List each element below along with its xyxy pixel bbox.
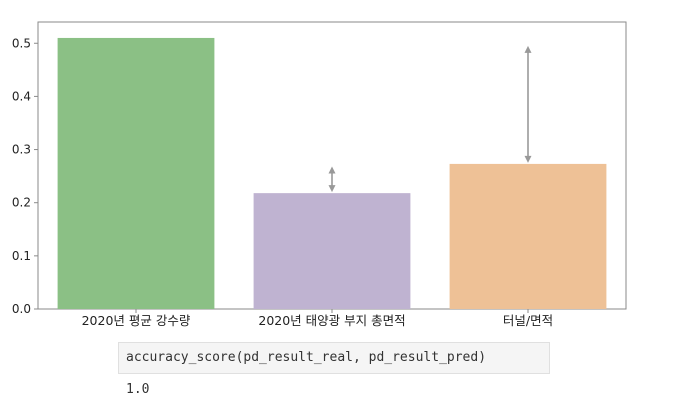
error-bar-top-arrow — [524, 45, 532, 53]
bar-chart: 0.0 0.1 0.2 0.3 0.4 0.5 2020년 평균 강수량 2020년 태양광… — [12, 21, 627, 328]
x-tick-label: 터널/면적 — [503, 313, 553, 328]
error-bar-bottom-arrow — [524, 155, 532, 163]
y-tick-label: 0.3 — [12, 143, 31, 157]
x-tick-label: 2020년 태양광 부지 총면적 — [258, 313, 405, 328]
bar — [253, 193, 411, 309]
y-tick-label: 0.2 — [12, 196, 31, 210]
error-bar-top-arrow — [328, 166, 336, 174]
error-bar-bottom-arrow — [328, 185, 336, 193]
bar — [449, 163, 607, 309]
x-tick-label: 2020년 평균 강수량 — [82, 313, 191, 328]
bar — [57, 37, 215, 309]
y-tick-label: 0.1 — [12, 249, 31, 263]
code-cell-output: 1.0 — [126, 382, 150, 397]
y-tick-label: 0.4 — [12, 89, 31, 103]
code-cell-input[interactable]: accuracy_score(pd_result_real, pd_result… — [118, 342, 550, 374]
y-tick-label: 0.5 — [12, 36, 31, 50]
y-tick-label: 0.0 — [12, 302, 31, 316]
